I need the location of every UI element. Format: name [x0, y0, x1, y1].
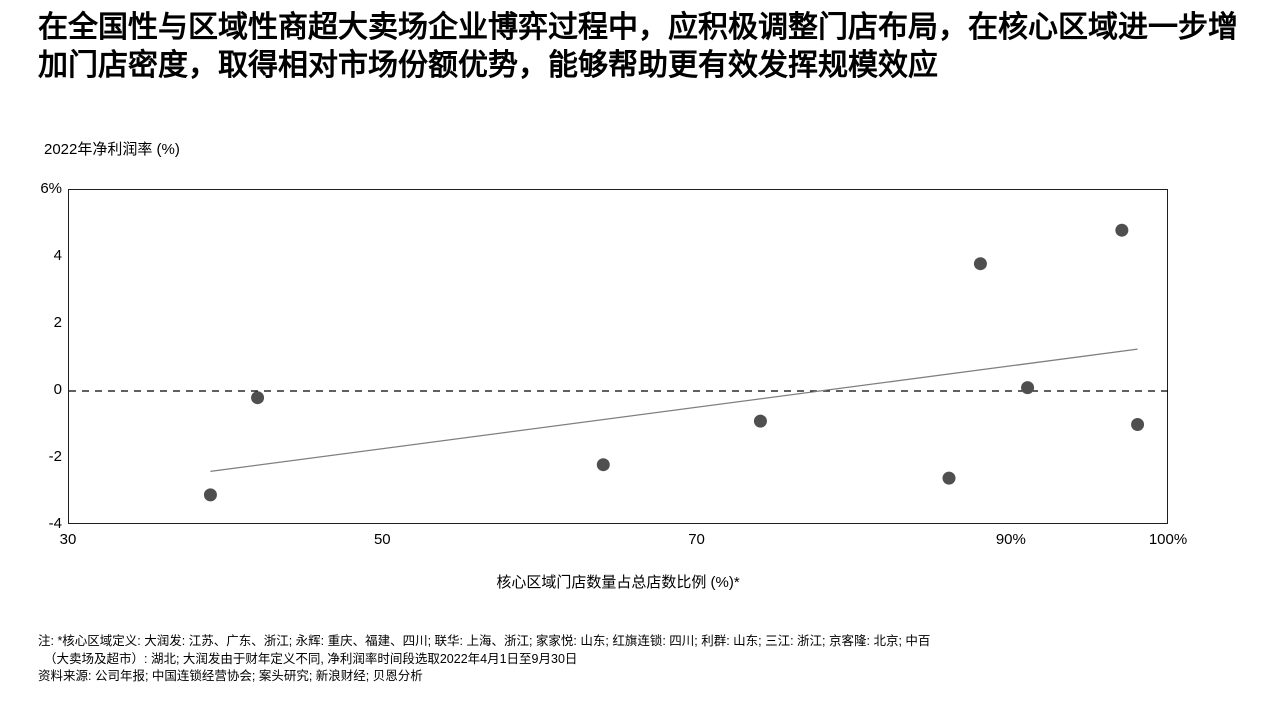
x-tick-label: 30 — [59, 531, 77, 548]
y-tick-label: 6% — [40, 180, 62, 197]
data-point — [596, 458, 610, 472]
x-tick-label: 50 — [373, 531, 391, 548]
data-point — [753, 414, 767, 428]
x-tick-label: 100% — [1148, 531, 1188, 548]
data-point — [1021, 381, 1035, 395]
footnotes: 注: *核心区域定义: 大润发: 江苏、广东、浙江; 永辉: 重庆、福建、四川;… — [38, 633, 1258, 686]
data-point — [251, 391, 265, 405]
x-tick-label: 90% — [995, 531, 1026, 548]
trend-line — [210, 348, 1138, 473]
y-tick-label: -2 — [48, 448, 62, 465]
x-tick-label: 70 — [688, 531, 705, 548]
y-tick-label: 0 — [53, 381, 62, 398]
data-point — [942, 471, 956, 485]
data-point — [1131, 418, 1145, 431]
footnote-line-1: 注: *核心区域定义: 大润发: 江苏、广东、浙江; 永辉: 重庆、福建、四川;… — [38, 634, 931, 648]
y-tick-label: 4 — [53, 247, 62, 264]
plot-canvas — [69, 223, 1169, 502]
x-axis-label: 核心区域门店数量占总店数比例 (%)* — [496, 574, 740, 591]
y-tick-label: 2 — [53, 314, 62, 331]
data-point — [203, 488, 217, 502]
footnote-line-2: （大卖场及超市）: 湖北; 大润发由于财年定义不同, 净利润率时间段选取2022… — [44, 651, 578, 666]
y-axis-title: 2022年净利润率 (%) — [44, 141, 180, 158]
scatter-plot-area — [68, 189, 1169, 524]
y-tick-label: -4 — [48, 515, 62, 532]
page-title: 在全国性与区域性商超大卖场企业博弈过程中，应积极调整门店布局，在核心区域进一步增… — [38, 11, 1238, 82]
data-point — [973, 257, 987, 271]
data-point — [1115, 223, 1129, 237]
source-line: 资料来源: 公司年报; 中国连锁经营协会; 案头研究; 新浪财经; 贝恩分析 — [38, 669, 423, 683]
